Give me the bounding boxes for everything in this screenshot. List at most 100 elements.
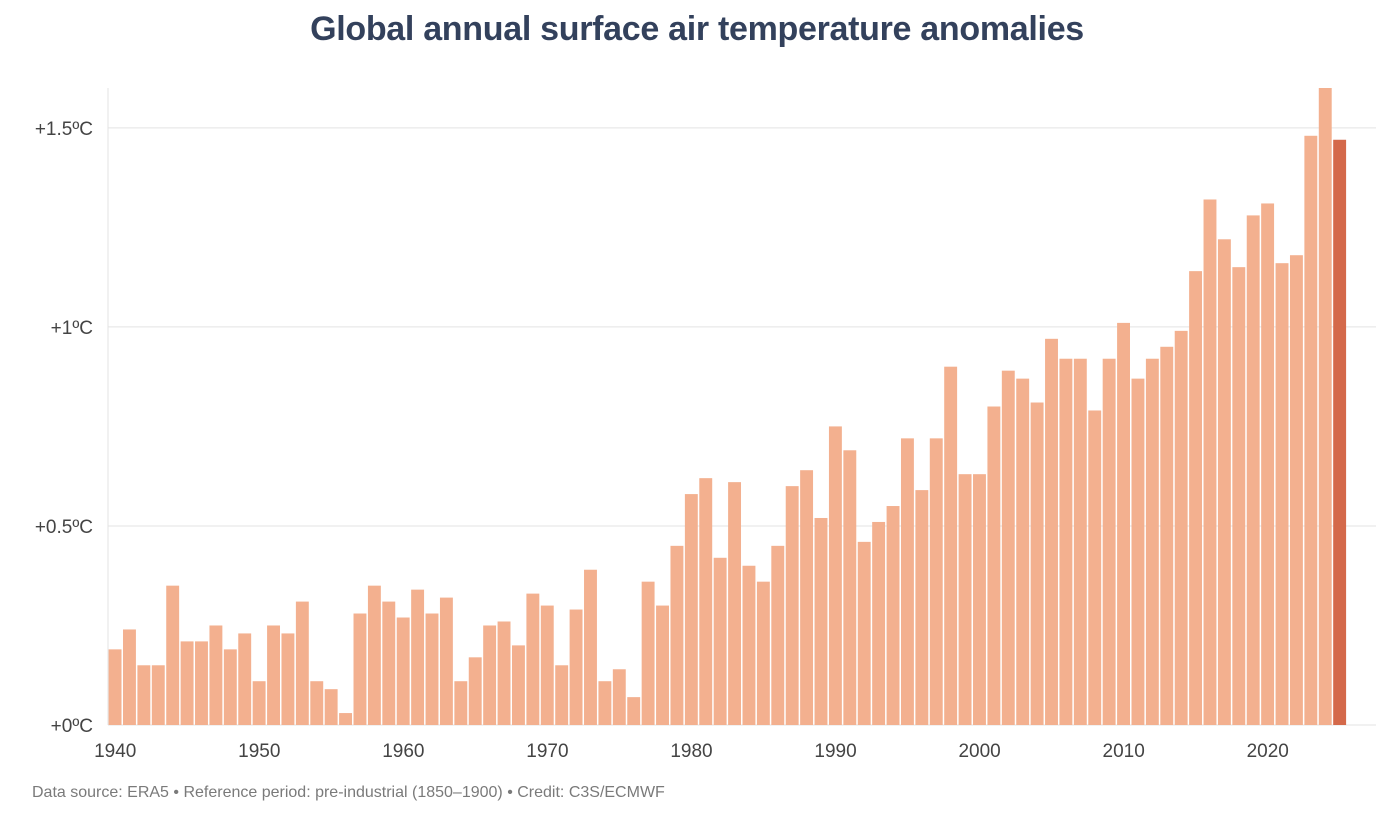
y-tick-label: +0ºC <box>51 716 93 737</box>
bar-1990 <box>828 426 842 725</box>
axes: +0ºC +0.5ºC +1ºC +1.5ºC 1940 1950 1960 1970 1980… <box>35 119 1289 762</box>
bar-1992 <box>857 541 871 725</box>
x-tick-label: 1980 <box>670 741 712 762</box>
bar-1956 <box>339 713 353 725</box>
bar-1969 <box>526 593 540 725</box>
bar-1947 <box>209 625 223 725</box>
bar-1985 <box>756 581 770 725</box>
bar-1951 <box>267 625 280 725</box>
bar-1950 <box>252 681 266 725</box>
bar-1973 <box>584 569 597 725</box>
bar-2005 <box>1045 338 1058 725</box>
bar-1952 <box>281 633 295 725</box>
bar-1989 <box>814 517 828 725</box>
bar-1970 <box>540 605 554 725</box>
bar-2001 <box>987 406 1001 725</box>
bar-1942 <box>137 665 151 725</box>
x-tick-label: 2010 <box>1103 741 1145 762</box>
x-tick-label: 1940 <box>94 741 136 762</box>
bar-1949 <box>238 633 252 725</box>
bar-1960 <box>396 617 410 725</box>
bar-2004 <box>1030 402 1044 725</box>
bar-1982 <box>713 557 727 725</box>
bar-1965 <box>468 657 482 725</box>
bar-2017 <box>1217 239 1231 726</box>
y-tick-label: +1.5ºC <box>35 119 93 140</box>
bar-1987 <box>785 486 799 726</box>
bar-1961 <box>411 589 425 725</box>
bar-1966 <box>483 625 497 725</box>
x-tick-label: 2020 <box>1247 741 1289 762</box>
bar-1993 <box>872 521 886 725</box>
bar-2016 <box>1203 199 1217 726</box>
bar-2013 <box>1160 346 1174 725</box>
bar-1984 <box>742 565 756 725</box>
bar-2011 <box>1131 378 1145 725</box>
bar-1940 <box>108 649 122 725</box>
bar-1999 <box>958 474 972 725</box>
bar-1962 <box>425 613 439 725</box>
bar-2025 <box>1333 139 1347 725</box>
bar-2007 <box>1073 358 1087 725</box>
bar-1971 <box>555 665 569 725</box>
bars <box>108 88 1347 726</box>
x-tick-label: 2000 <box>958 741 1000 762</box>
bar-2020 <box>1261 203 1275 725</box>
bar-1988 <box>800 470 814 725</box>
bar-2006 <box>1059 358 1073 725</box>
bar-1943 <box>151 665 165 725</box>
bar-2019 <box>1246 215 1260 725</box>
bar-1976 <box>627 697 641 725</box>
bar-1978 <box>656 605 669 725</box>
bar-1997 <box>929 438 943 725</box>
bar-2010 <box>1117 322 1130 725</box>
bar-2008 <box>1088 410 1102 725</box>
bar-1979 <box>670 545 684 725</box>
bar-2021 <box>1275 263 1289 725</box>
bar-1974 <box>598 681 612 725</box>
bar-1981 <box>699 478 713 725</box>
x-tick-label: 1990 <box>814 741 856 762</box>
bar-1986 <box>771 545 785 725</box>
bar-2003 <box>1016 378 1030 725</box>
bar-2023 <box>1304 135 1318 725</box>
bar-1959 <box>382 601 396 725</box>
data-source-credit: Data source: ERA5 • Reference period: pr… <box>32 784 665 801</box>
bar-2002 <box>1001 370 1015 725</box>
bar-1983 <box>728 482 742 725</box>
bar-1957 <box>353 613 367 725</box>
y-tick-label: +1ºC <box>51 318 93 339</box>
bar-1977 <box>641 581 655 725</box>
x-tick-label: 1950 <box>238 741 280 762</box>
bar-2000 <box>973 474 986 725</box>
y-tick-label: +0.5ºC <box>35 517 93 538</box>
bar-1953 <box>295 601 309 725</box>
bar-1968 <box>512 645 525 726</box>
bar-1958 <box>367 585 381 725</box>
bar-1967 <box>497 621 511 725</box>
bar-2009 <box>1102 358 1116 725</box>
bar-1994 <box>886 506 900 725</box>
bar-1955 <box>324 689 338 725</box>
bar-1946 <box>195 641 208 725</box>
x-tick-label: 1960 <box>382 741 424 762</box>
bar-1954 <box>310 681 324 725</box>
bar-1964 <box>454 681 468 725</box>
bar-2024 <box>1318 88 1332 725</box>
bar-1995 <box>900 438 914 725</box>
bar-2022 <box>1289 255 1303 725</box>
bar-2018 <box>1232 267 1246 725</box>
x-tick-label: 1970 <box>526 741 568 762</box>
bar-1975 <box>612 669 626 725</box>
bar-1972 <box>569 609 583 725</box>
bar-1941 <box>123 629 136 725</box>
bar-2014 <box>1174 330 1188 725</box>
bar-1980 <box>684 494 698 725</box>
bar-2012 <box>1145 358 1159 725</box>
bar-1996 <box>915 490 929 725</box>
bar-1963 <box>439 597 453 725</box>
chart-title: Global annual surface air temperature an… <box>310 10 1084 48</box>
bar-1998 <box>944 366 958 725</box>
bar-1948 <box>223 649 237 725</box>
